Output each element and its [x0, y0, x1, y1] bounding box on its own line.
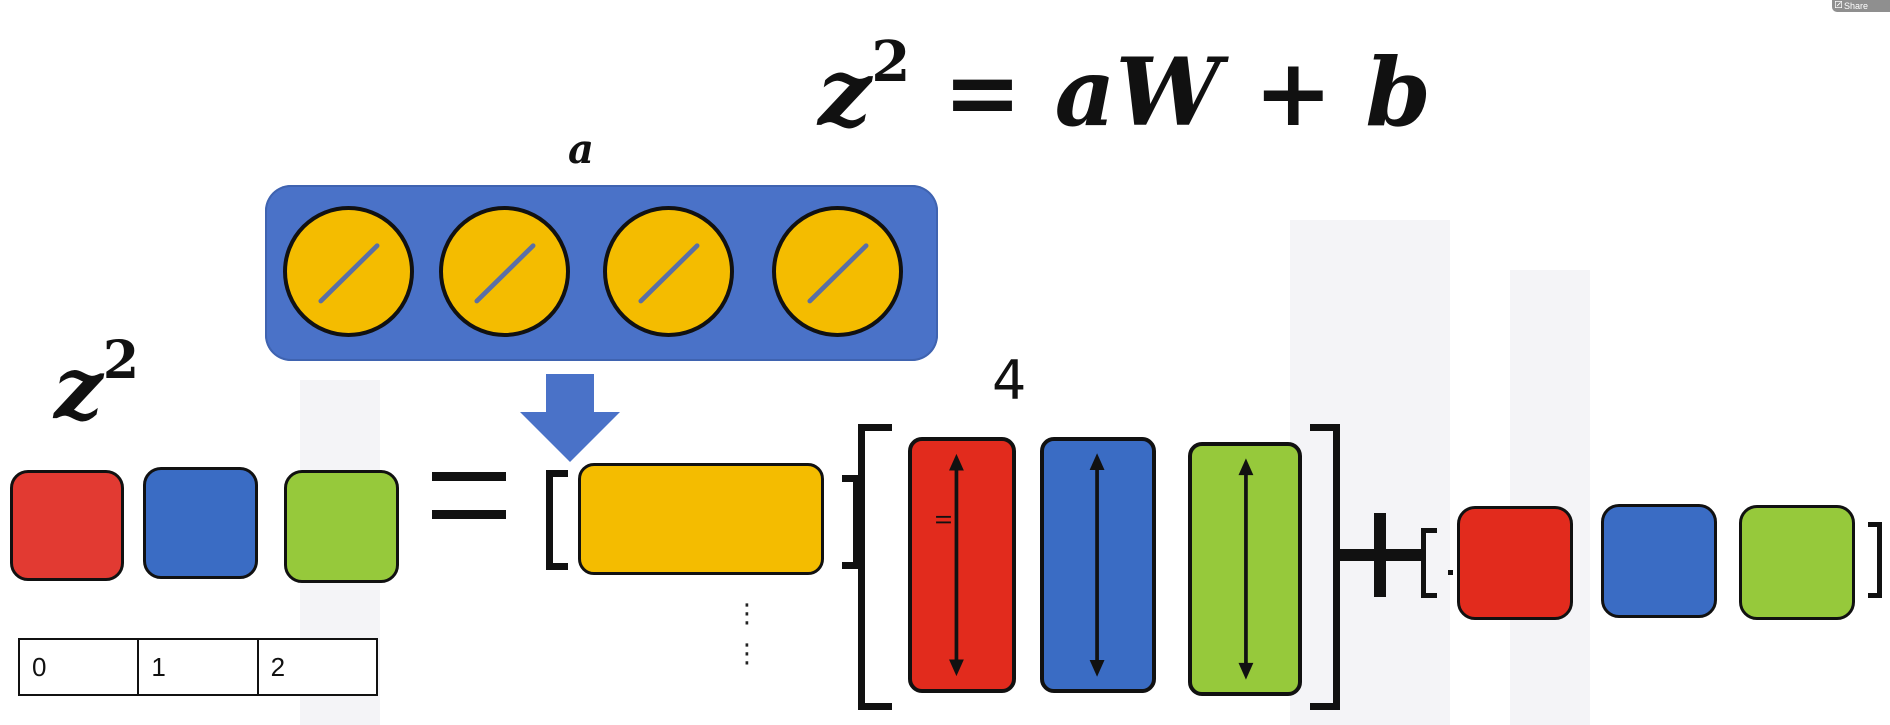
- weights-bracket-right: [1310, 424, 1340, 710]
- bias-square-red: [1457, 506, 1573, 620]
- double-arrow-icon: [1238, 458, 1254, 680]
- linear-activation-icon: [474, 243, 536, 304]
- output-square-blue: [143, 467, 258, 579]
- edit-icon: [1835, 1, 1842, 8]
- activation-row-vector: [578, 463, 824, 575]
- activation-neuron-layer: [265, 185, 938, 361]
- row-bracket-right: [842, 475, 860, 569]
- weights-bracket-left: [858, 424, 892, 710]
- equation-b: b: [1365, 38, 1432, 148]
- index-cell: 2: [270, 652, 286, 682]
- neuron: [603, 206, 734, 337]
- plus-sign: [1338, 513, 1422, 597]
- background-shade: [1510, 270, 1590, 725]
- bias-square-blue: [1601, 504, 1717, 618]
- row-bracket-left: [546, 470, 568, 570]
- double-arrow-icon: [1089, 453, 1105, 677]
- index-table: 0 1 2: [18, 638, 378, 696]
- bias-bracket-right: [1868, 522, 1882, 598]
- equation-a: a: [1054, 38, 1116, 148]
- neuron: [439, 206, 570, 337]
- background-shade: [1290, 220, 1450, 725]
- bias-square-green: [1739, 505, 1855, 620]
- output-z: z: [54, 338, 103, 439]
- equation-equals: =: [943, 38, 1022, 148]
- ellipsis: ⋮: [734, 639, 760, 669]
- weight-column-red: [908, 437, 1016, 693]
- output-square-green: [284, 470, 399, 583]
- equation-superscript: 2: [871, 29, 911, 95]
- linear-activation-icon: [807, 243, 869, 304]
- equation-w: W: [1115, 38, 1222, 148]
- equation-plus: +: [1253, 38, 1333, 148]
- equation-z: z: [818, 38, 872, 148]
- ellipsis: ⋮: [734, 599, 760, 629]
- bias-bracket-left: [1421, 528, 1437, 598]
- output-label: z2: [54, 335, 139, 432]
- double-arrow-icon: [936, 453, 964, 677]
- linear-activation-icon: [638, 243, 700, 304]
- share-button[interactable]: Share: [1832, 0, 1890, 12]
- bias-dot: [1448, 570, 1453, 575]
- weight-column-green: [1188, 442, 1302, 696]
- equation-title: z2 = aW + b: [818, 34, 1431, 140]
- neuron: [772, 206, 903, 337]
- share-label: Share: [1844, 1, 1869, 11]
- down-arrow-icon: [520, 374, 620, 462]
- output-superscript: 2: [102, 330, 140, 391]
- equals-sign: [432, 472, 506, 519]
- linear-activation-icon: [318, 243, 380, 304]
- index-cell: 0: [20, 640, 140, 694]
- weight-column-blue: [1040, 437, 1156, 693]
- output-square-red: [10, 470, 124, 581]
- index-cell: 1: [139, 640, 259, 694]
- weights-dimension-label: 4: [992, 349, 1027, 412]
- neuron: [283, 206, 414, 337]
- activation-label: a: [568, 126, 594, 173]
